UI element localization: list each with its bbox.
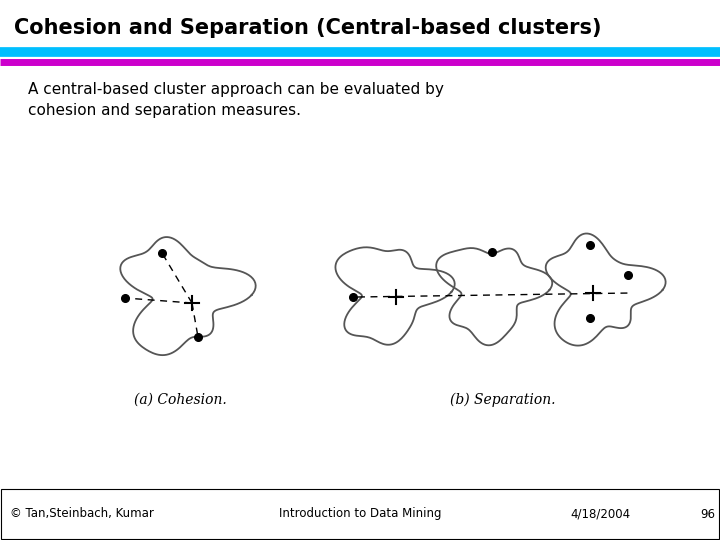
- Text: Cohesion and Separation (Central-based clusters): Cohesion and Separation (Central-based c…: [14, 18, 601, 38]
- Text: (b) Separation.: (b) Separation.: [450, 393, 556, 407]
- Text: (a) Cohesion.: (a) Cohesion.: [134, 393, 226, 407]
- Text: 96: 96: [700, 508, 715, 521]
- Text: A central-based cluster approach can be evaluated by
cohesion and separation mea: A central-based cluster approach can be …: [28, 82, 444, 118]
- Text: © Tan,Steinbach, Kumar: © Tan,Steinbach, Kumar: [10, 508, 154, 521]
- Bar: [1, 489, 719, 539]
- Text: 4/18/2004: 4/18/2004: [570, 508, 630, 521]
- Text: Introduction to Data Mining: Introduction to Data Mining: [279, 508, 441, 521]
